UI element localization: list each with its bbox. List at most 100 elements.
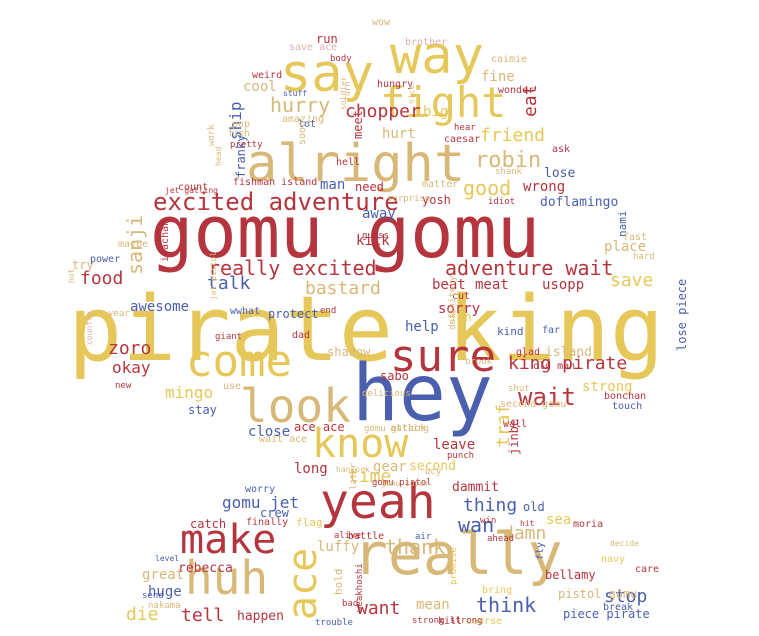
- word-pirate-king: pirate king: [68, 277, 665, 382]
- word-hot: hot: [67, 268, 76, 283]
- word-course: course: [466, 616, 503, 627]
- word-ahead: ahead: [487, 534, 515, 544]
- word-nakama: nakama: [148, 601, 181, 611]
- word-hancock: hancock: [336, 465, 370, 474]
- word-second-gomu: second gomu: [500, 399, 567, 410]
- word-soldier: soldier: [339, 76, 348, 110]
- word-break: break: [603, 602, 634, 613]
- word-look: look: [240, 379, 351, 433]
- word-giant: giant: [215, 332, 243, 342]
- word-weird: weird: [252, 70, 283, 81]
- word-fight: fight: [380, 78, 507, 127]
- word-strong: strong: [582, 379, 633, 395]
- word-country: country: [85, 311, 94, 345]
- word-help: help: [405, 319, 439, 335]
- word-food: food: [80, 268, 124, 289]
- word-lot: lot: [298, 119, 317, 130]
- word-meat: meat: [475, 277, 509, 293]
- word-shut: shut: [508, 384, 530, 394]
- word-caesar: caesar: [444, 134, 481, 145]
- word-moria: moria: [573, 519, 604, 530]
- word-catch: catch: [190, 517, 227, 531]
- word-promise: promise: [449, 547, 459, 585]
- word-head: head: [214, 146, 223, 166]
- word-thing: thing: [463, 495, 518, 516]
- word-glad: glad: [516, 347, 541, 358]
- word-island: island: [545, 345, 592, 360]
- word-finally: finally: [246, 517, 289, 528]
- word-fast: fast: [623, 232, 648, 243]
- word-die: die: [126, 604, 159, 625]
- word-attack: attack: [390, 423, 427, 434]
- word-later: later: [349, 462, 359, 490]
- word-time: time: [348, 466, 392, 487]
- word-alright: alright: [246, 134, 466, 194]
- word-end: end: [320, 306, 337, 316]
- word-adventure-wait: adventure wait: [445, 256, 614, 280]
- word-wwhat: wwhat: [230, 306, 261, 317]
- word-huh: huh: [185, 551, 269, 605]
- word-ace: ace: [280, 547, 326, 620]
- word-kind: kind: [497, 325, 524, 338]
- word-wow: wow: [372, 17, 391, 28]
- word-okay: okay: [112, 358, 151, 377]
- word-pop: pop: [232, 119, 251, 130]
- word-alive: alive: [334, 531, 362, 541]
- word-come: come: [186, 336, 292, 387]
- word-shank: shank: [495, 167, 523, 177]
- word-away: away: [362, 206, 396, 222]
- word-wonder: wonder: [498, 85, 535, 96]
- word-man: man: [320, 177, 346, 193]
- word-hurry: hurry: [270, 93, 331, 117]
- word-want: want: [357, 598, 401, 619]
- word-tell: tell: [181, 605, 225, 626]
- word-idiot: idiot: [488, 197, 516, 207]
- word-matter: matter: [422, 179, 459, 190]
- word-rebecca: rebecca: [178, 561, 233, 576]
- word-maybe: maybe: [118, 239, 149, 250]
- word-second: second: [409, 459, 456, 474]
- word-ivachan: ivachan: [160, 219, 171, 262]
- word-great: great: [142, 567, 185, 583]
- word-pistol-gomu: pistol gomu: [558, 587, 638, 601]
- word-dammit: dammit: [452, 480, 499, 495]
- word-zoro: zoro: [108, 338, 152, 359]
- word-usopp: usopp: [542, 277, 585, 293]
- word-know: know: [312, 421, 409, 467]
- word-hard: hard: [633, 252, 655, 262]
- word-amazing: amazing: [282, 114, 325, 125]
- word-dad: dad: [292, 330, 311, 341]
- word-fine: fine: [481, 69, 515, 85]
- word-yeah: yeah: [320, 474, 436, 530]
- word-power: power: [90, 254, 121, 265]
- word-air: air: [415, 532, 432, 542]
- word-mingo: mingo: [165, 383, 214, 402]
- word-chopper: chopper: [345, 101, 421, 122]
- word-yosh: yosh: [422, 193, 451, 207]
- word-soon: soon: [297, 120, 308, 145]
- word-strong-strong: strong strong: [412, 616, 483, 626]
- word-worry: worry: [245, 484, 276, 495]
- word-gomu-gomu: gomu gomu: [150, 190, 541, 274]
- word-send: send: [142, 591, 164, 601]
- word-hurt: hurt: [382, 126, 416, 142]
- word-flag: flag: [296, 516, 323, 529]
- word-meet: meet: [351, 110, 365, 139]
- word-bring: bring: [482, 585, 513, 596]
- word-far: far: [542, 325, 561, 336]
- word-level: level: [155, 554, 180, 563]
- word-make: make: [180, 517, 277, 563]
- word-body: body: [330, 54, 352, 64]
- word-talk: talk: [207, 273, 251, 294]
- word-jet-gatling: jet gatling: [165, 186, 218, 195]
- word-work: work: [207, 124, 217, 146]
- word-definitely: definitely: [448, 275, 458, 330]
- word-gear: gear: [373, 459, 407, 475]
- word-year: year: [108, 309, 130, 319]
- word-luffy: luffy: [317, 539, 360, 555]
- word-protect: protect: [268, 307, 319, 321]
- word-use: use: [223, 381, 242, 392]
- word-punch: punch: [447, 451, 475, 461]
- word-fishman-island: fishman island: [233, 177, 318, 188]
- word-need: need: [355, 180, 384, 194]
